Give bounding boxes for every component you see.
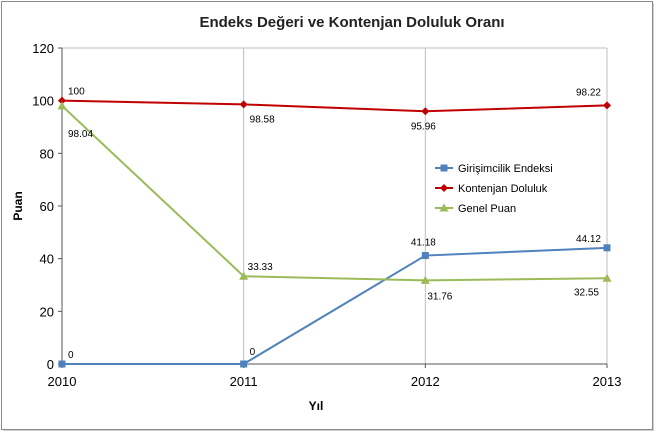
axes <box>58 47 608 368</box>
data-labels: 0 0 41.18 44.12 100 98.58 95.96 98.22 98.04 33.33… <box>68 87 601 361</box>
data-label: 41.18 <box>411 238 436 249</box>
x-tick-label: 2012 <box>411 374 440 389</box>
diamond-marker <box>239 100 248 109</box>
data-label: 31.76 <box>427 291 452 302</box>
x-axis-title: Yıl <box>309 399 324 413</box>
triangle-marker <box>602 273 612 282</box>
series-line <box>61 105 608 282</box>
data-label: 0 <box>68 350 74 361</box>
diamond-marker <box>58 96 66 105</box>
chart-title: Endeks Değeri ve Kontenjan Doluluk Oranı <box>199 14 504 31</box>
y-tick-label: 60 <box>40 199 54 214</box>
y-tick-labels: 0 20 40 60 80 100 120 <box>32 41 54 372</box>
series-line <box>62 246 608 365</box>
data-label: 44.12 <box>576 234 601 245</box>
square-marker <box>421 252 429 260</box>
x-tick-label: 2013 <box>593 374 622 389</box>
data-label: 100 <box>68 87 85 98</box>
series-line <box>61 99 608 113</box>
triangle-marker <box>57 101 67 110</box>
square-marker <box>240 360 248 368</box>
diamond-marker <box>440 184 448 192</box>
grid-lines <box>62 47 608 364</box>
legend-label: Genel Puan <box>458 203 516 215</box>
square-marker <box>440 164 448 172</box>
data-label: 95.96 <box>411 121 436 132</box>
y-tick-label: 20 <box>40 304 54 319</box>
x-tick-labels: 2010 2011 2012 2013 <box>48 374 622 389</box>
y-tick-label: 120 <box>32 41 54 56</box>
triangle-marker <box>439 203 449 212</box>
data-label: 98.04 <box>68 129 93 140</box>
legend: Girişimcilik Endeksi Kontenjan Doluluk Gen… <box>435 163 553 215</box>
triangle-marker <box>239 271 249 280</box>
y-axis-title: Puan <box>11 191 25 220</box>
data-label: 98.22 <box>576 87 601 98</box>
data-label: 32.55 <box>574 287 599 298</box>
y-tick-label: 0 <box>47 357 54 372</box>
x-tick-label: 2011 <box>230 374 258 389</box>
x-tick-label: 2010 <box>48 374 77 389</box>
legend-label: Kontenjan Doluluk <box>458 183 548 195</box>
triangle-marker <box>420 275 430 284</box>
square-marker <box>603 244 611 252</box>
data-label: 33.33 <box>248 262 273 273</box>
diamond-marker <box>421 107 430 116</box>
data-label: 0 <box>250 347 256 358</box>
square-marker <box>58 360 66 368</box>
y-tick-label: 100 <box>32 94 54 109</box>
diamond-marker <box>603 101 611 110</box>
legend-label: Girişimcilik Endeksi <box>458 163 553 175</box>
series-group <box>57 96 612 368</box>
y-tick-label: 40 <box>40 252 54 267</box>
data-label: 98.58 <box>250 114 275 125</box>
y-tick-label: 80 <box>40 146 54 161</box>
